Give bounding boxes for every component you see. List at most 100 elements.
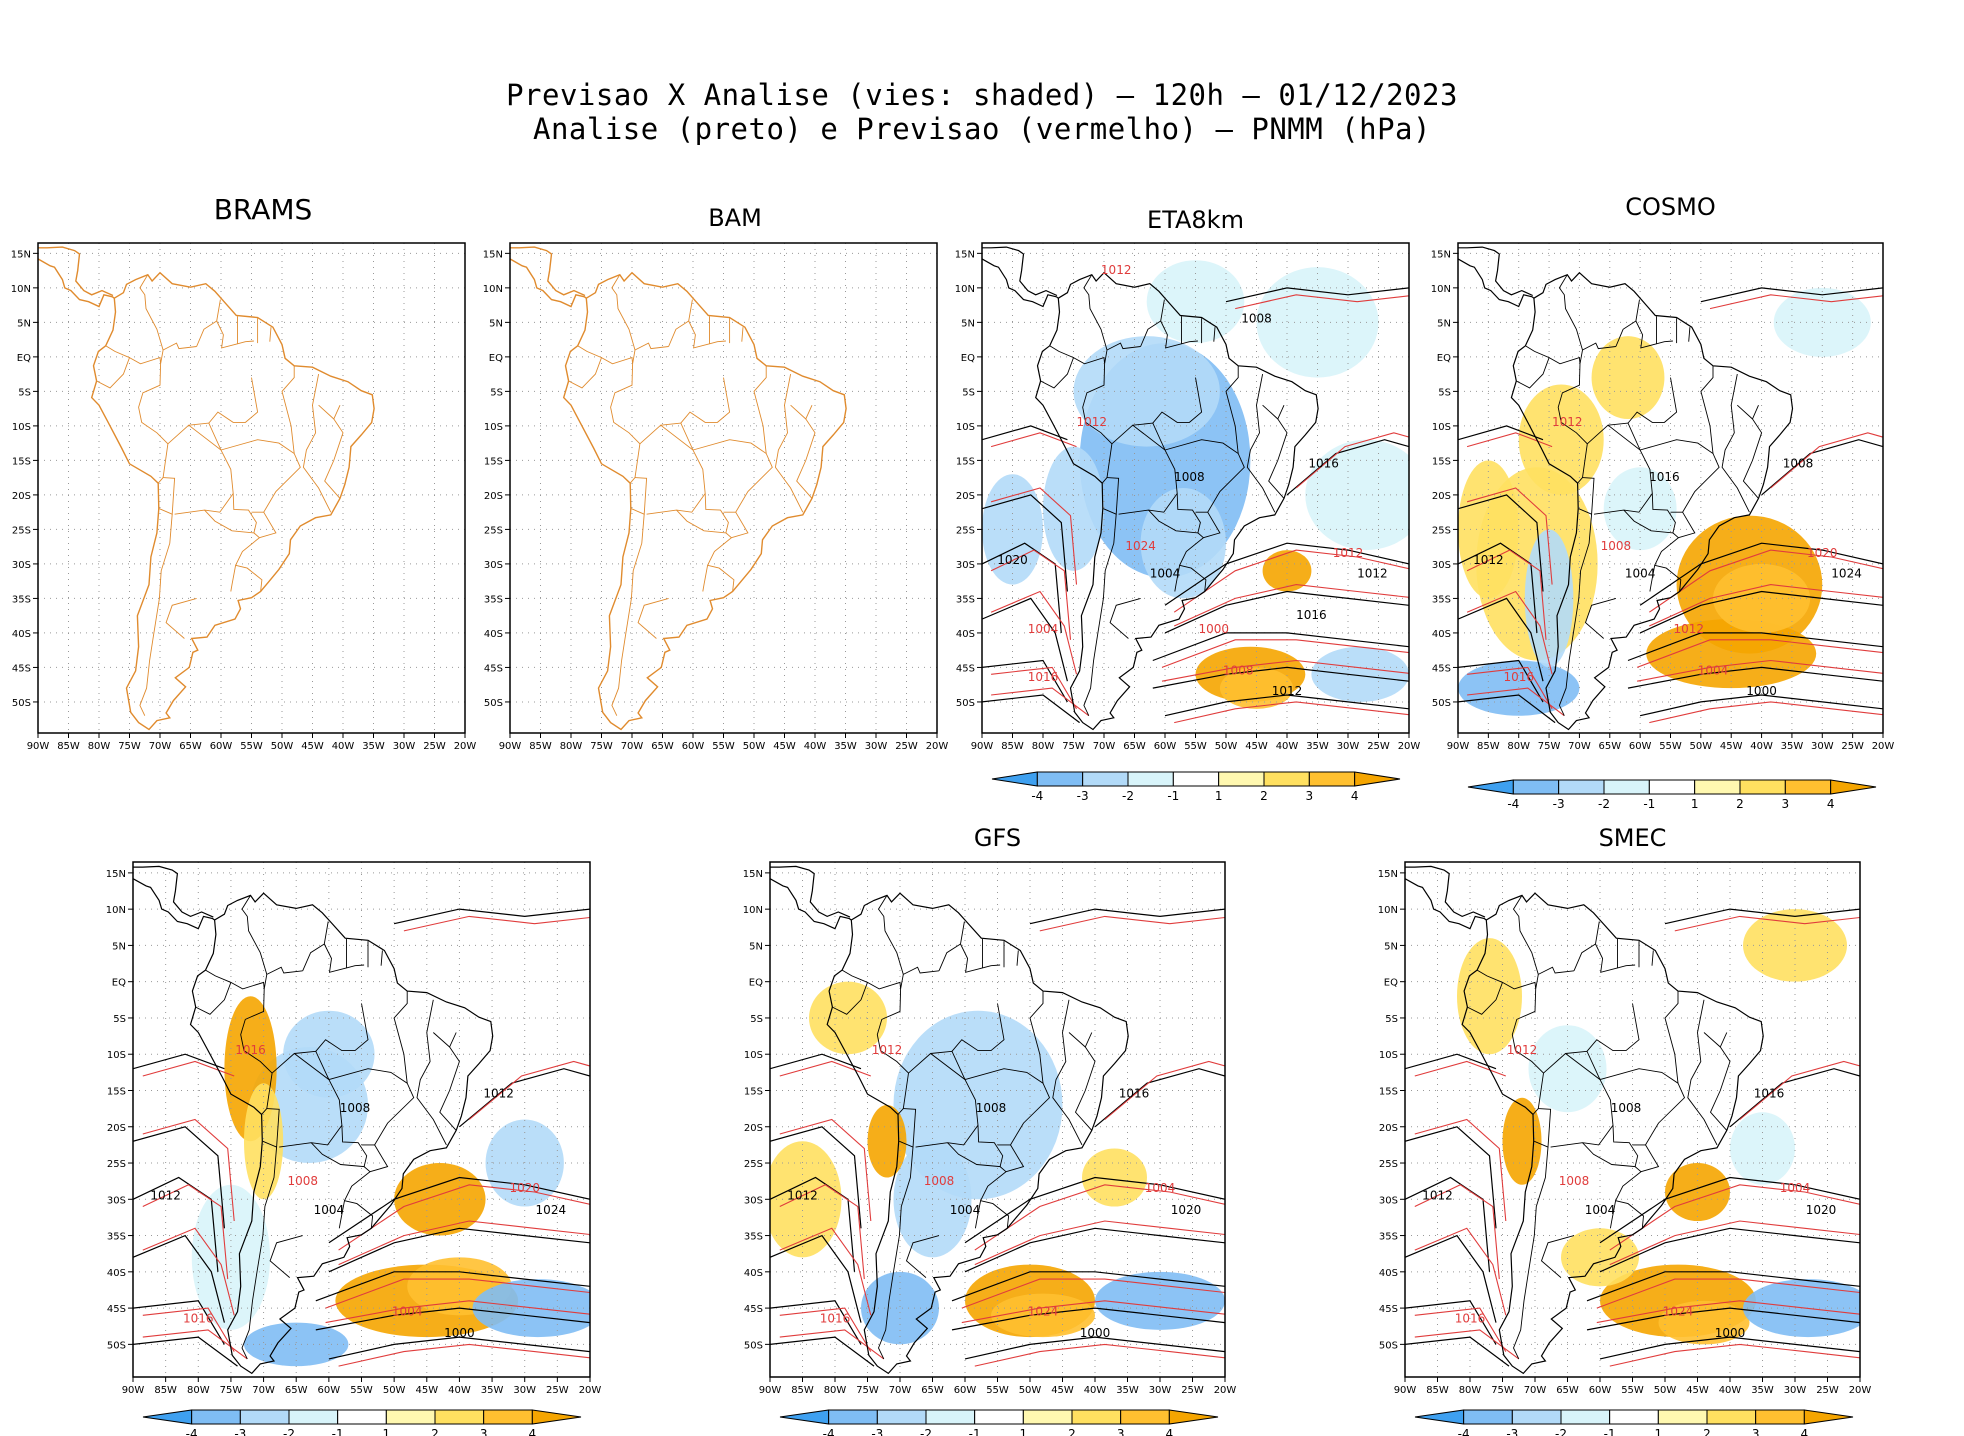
country-border bbox=[1262, 404, 1279, 420]
lon-label: 80W bbox=[1032, 741, 1055, 752]
analysis-isobar bbox=[1405, 1126, 1497, 1229]
isobar-label: 1000 bbox=[1080, 1326, 1111, 1340]
country-border bbox=[960, 943, 1001, 973]
forecast-isobar bbox=[779, 1307, 872, 1352]
colorbar: -4 -3 -2 -1 1 2 3 4 bbox=[991, 771, 1401, 803]
forecast-isobar bbox=[325, 1300, 590, 1324]
analysis-isobar bbox=[1599, 1336, 1860, 1360]
analysis-isobar bbox=[1599, 1227, 1860, 1273]
colorbar-segment bbox=[1609, 1409, 1659, 1425]
isobar-label: 1008 bbox=[1601, 539, 1632, 553]
country-border bbox=[165, 597, 197, 639]
analysis-isobar bbox=[1664, 908, 1860, 925]
country-border bbox=[1152, 377, 1203, 424]
lat-label: 50S bbox=[1432, 698, 1451, 709]
country-border bbox=[439, 1032, 460, 1131]
forecast-isobar bbox=[1467, 687, 1565, 717]
country-border bbox=[867, 966, 940, 990]
forecast-isobar bbox=[1467, 666, 1553, 710]
analysis-isobar bbox=[1639, 590, 1883, 634]
lat-label: 35S bbox=[1432, 594, 1451, 605]
country-border bbox=[1140, 299, 1165, 347]
lat-label: 5S bbox=[1438, 387, 1451, 398]
lat-label: 15N bbox=[743, 869, 763, 880]
isobar-label: 1008 bbox=[924, 1174, 955, 1188]
lon-label: 70W bbox=[621, 741, 644, 752]
country-border bbox=[157, 477, 164, 484]
lat-label: EQ bbox=[489, 353, 503, 364]
lon-label: 75W bbox=[1538, 741, 1561, 752]
lon-label: 65W bbox=[179, 741, 202, 752]
lat-label: 50S bbox=[12, 698, 31, 709]
isobar-label: 1012 bbox=[1101, 263, 1132, 277]
lon-label: 45W bbox=[1686, 1385, 1709, 1396]
lat-label: 30S bbox=[484, 560, 503, 571]
colorbar-label: -3 bbox=[1553, 797, 1565, 811]
country-border bbox=[159, 477, 176, 515]
lon-label: 25W bbox=[423, 741, 446, 752]
colorbar-label: -4 bbox=[823, 1427, 835, 1436]
lon-label: 50W bbox=[1654, 1385, 1677, 1396]
country-border bbox=[204, 493, 257, 534]
lon-label: 25W bbox=[1181, 1385, 1204, 1396]
lat-label: 30S bbox=[744, 1195, 763, 1206]
lat-label: 10N bbox=[743, 905, 763, 916]
analysis-isobar bbox=[770, 1176, 856, 1272]
colorbar-label: 3 bbox=[1782, 797, 1790, 811]
country-border bbox=[196, 299, 221, 347]
lat-label: 10S bbox=[1379, 1050, 1398, 1061]
colorbar-segment bbox=[1308, 771, 1356, 787]
lon-label: 50W bbox=[1690, 741, 1713, 752]
isobar-label: 1008 bbox=[1223, 663, 1254, 677]
bias-shade bbox=[861, 1271, 939, 1345]
lon-label: 30W bbox=[1149, 1385, 1172, 1396]
isobar-label: 1004 bbox=[1028, 622, 1059, 636]
lat-label: 5S bbox=[113, 1014, 126, 1025]
country-border bbox=[1513, 1147, 1549, 1360]
isobar-label: 1020 bbox=[1171, 1203, 1202, 1217]
country-border bbox=[1534, 1108, 1552, 1148]
lon-label: 45W bbox=[1051, 1385, 1074, 1396]
country-border bbox=[610, 363, 641, 445]
lat-label: 20S bbox=[484, 491, 503, 502]
country-border bbox=[1577, 477, 1583, 484]
forecast-isobar bbox=[990, 549, 1072, 640]
isobar-label: 1004 bbox=[392, 1304, 423, 1318]
forecast-isobar bbox=[325, 1278, 590, 1309]
lon-label: 50W bbox=[271, 741, 294, 752]
bias-shade bbox=[1140, 487, 1227, 599]
country-border bbox=[1654, 532, 1680, 566]
country-border bbox=[902, 1052, 979, 1148]
colorbar: -4 -3 -2 -1 1 2 3 4 bbox=[142, 1409, 582, 1436]
lon-label: 45W bbox=[1720, 741, 1743, 752]
forecast-isobar bbox=[1609, 1184, 1860, 1251]
bias-shade bbox=[770, 1141, 842, 1258]
colorbar-label: 4 bbox=[1801, 1427, 1809, 1436]
lat-label: 30S bbox=[12, 560, 31, 571]
lon-label: 90W bbox=[971, 741, 994, 752]
lon-label: 40W bbox=[332, 741, 355, 752]
forecast-isobar bbox=[974, 1184, 1225, 1251]
lon-label: 40W bbox=[448, 1385, 471, 1396]
colorbar-label: -2 bbox=[1122, 789, 1134, 803]
colorbar-arrow-high bbox=[531, 1409, 582, 1425]
analysis-isobar bbox=[770, 1234, 862, 1323]
lat-label: 20S bbox=[744, 1123, 763, 1134]
bias-shade bbox=[1073, 336, 1220, 447]
lat-label: 45S bbox=[484, 663, 503, 674]
lon-label: 20W bbox=[579, 1385, 602, 1396]
colorbar-label: 4 bbox=[529, 1427, 537, 1436]
lat-label: 20S bbox=[1379, 1123, 1398, 1134]
forecast-isobar bbox=[142, 1184, 229, 1280]
analysis-isobar bbox=[328, 1176, 590, 1244]
isobar-label: 1024 bbox=[1028, 1304, 1059, 1318]
colorbar-label: -3 bbox=[1506, 1427, 1518, 1436]
forecast-isobar bbox=[1609, 1343, 1860, 1367]
country-border bbox=[139, 514, 173, 716]
lat-label: 25S bbox=[1379, 1159, 1398, 1170]
figure-title-line1: Previsao X Analise (vies: shaded) – 120h… bbox=[506, 78, 1458, 112]
country-border bbox=[1101, 477, 1108, 484]
colorbar-arrow-high bbox=[1803, 1409, 1854, 1425]
colorbar-arrow-high bbox=[1354, 771, 1401, 787]
lat-label: 45S bbox=[1379, 1304, 1398, 1315]
